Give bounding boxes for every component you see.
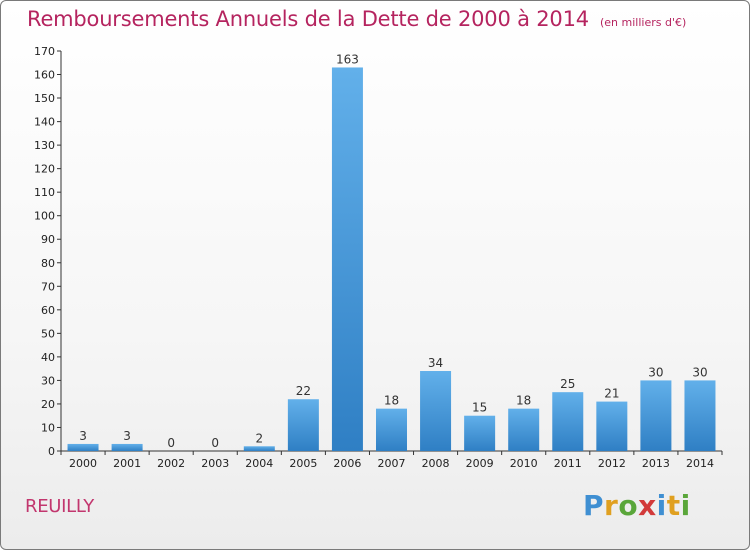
y-tick-label: 70 [41,280,55,293]
bar-2005 [287,399,319,451]
y-tick-label: 140 [34,116,55,129]
bar-2011 [552,392,584,451]
bar-2001 [111,443,143,451]
y-tick-label: 160 [34,69,55,82]
x-tick-label-2012: 2012 [598,457,626,470]
bar-2008 [420,371,452,451]
y-tick-label: 120 [34,163,55,176]
logo-letter: P [583,489,605,522]
y-tick-label: 110 [34,186,55,199]
bar-2004 [243,446,275,451]
x-tick-label-2007: 2007 [378,457,406,470]
x-axis: 2000 2001 2002 2003 2004 2005 2006 2007 2008 2009… [60,450,723,470]
data-label-2001: 3 [123,429,131,443]
bar-2006 [331,67,363,452]
y-tick-label: 50 [41,327,55,340]
logo-letter: t [666,489,681,522]
data-label-2012: 21 [604,387,619,401]
data-label-2014: 30 [692,365,707,379]
data-label-2005: 22 [296,384,311,398]
bar-2012 [596,401,628,451]
logo-letter: o [618,489,639,522]
chart-unit: (en milliers d'€) [600,16,687,29]
y-axis: 0 10 20 30 40 50 60 70 80 90 100 110 120 130 140 150 160… [34,45,62,458]
data-label-2006: 163 [336,52,359,66]
x-tick-label-2014: 2014 [686,457,714,470]
x-tick-label-2013: 2013 [642,457,670,470]
data-label-2003: 0 [211,436,219,450]
x-tick-label-2006: 2006 [333,457,361,470]
chart-title: Remboursements Annuels de la Dette de 20… [27,7,589,31]
y-tick-label: 20 [41,398,55,411]
y-tick-label: 60 [41,304,55,317]
logo-letter: x [638,489,657,522]
y-tick-label: 30 [41,374,55,387]
bar-2000 [67,443,99,451]
proxiti-logo: Proxiti [583,489,691,522]
data-label-2008: 34 [428,356,443,370]
data-label-2011: 25 [560,377,575,391]
y-tick-label: 0 [48,445,55,458]
bar-2009 [464,415,496,451]
title-row: Remboursements Annuels de la Dette de 20… [27,7,686,31]
x-tick-label-2004: 2004 [245,457,273,470]
x-tick-label-2005: 2005 [289,457,317,470]
x-tick-label-2002: 2002 [157,457,185,470]
data-label-2010: 18 [516,394,531,408]
x-tick-label-2003: 2003 [201,457,229,470]
x-tick-label-2001: 2001 [113,457,141,470]
data-label-2007: 18 [384,394,399,408]
y-tick-label: 10 [41,421,55,434]
logo-letter: i [656,489,667,522]
bar-2014 [684,380,716,451]
bars [67,67,716,452]
x-tick-label-2009: 2009 [466,457,494,470]
data-label-2009: 15 [472,401,487,415]
y-tick-label: 40 [41,351,55,364]
y-tick-label: 130 [34,139,55,152]
data-label-2002: 0 [167,436,175,450]
x-tick-label-2000: 2000 [69,457,97,470]
logo-letter: i [680,489,691,522]
y-tick-label: 80 [41,257,55,270]
data-label-2000: 3 [79,429,87,443]
data-label-2004: 2 [255,431,263,445]
bar-2013 [640,380,672,451]
x-tick-label-2008: 2008 [422,457,450,470]
bar-2010 [508,408,540,451]
x-tick-label-2011: 2011 [554,457,582,470]
data-label-2013: 30 [648,365,663,379]
y-tick-label: 90 [41,233,55,246]
y-tick-label: 150 [34,92,55,105]
y-tick-label: 100 [34,210,55,223]
place-name: REUILLY [25,496,94,517]
bar-2007 [376,408,407,451]
x-tick-label-2010: 2010 [510,457,538,470]
y-tick-label: 170 [34,45,55,58]
logo-letter: r [604,489,619,522]
